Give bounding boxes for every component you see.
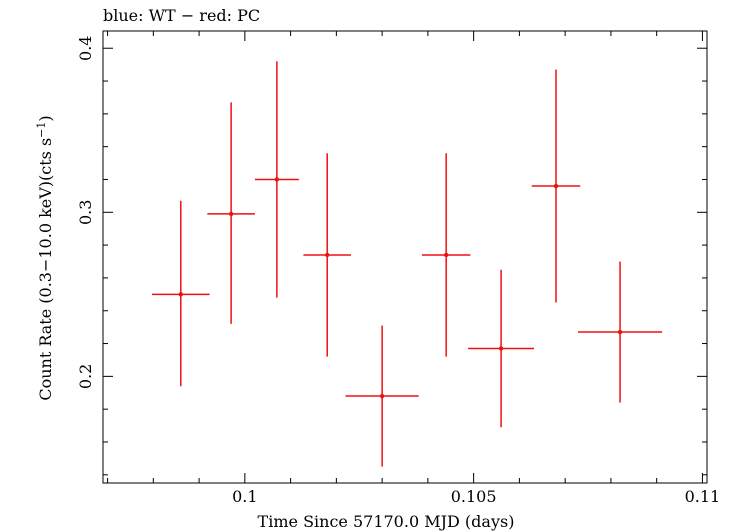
y-axis-label: Count Rate (0.3−10.0 keV)(cts s−1)	[35, 115, 55, 400]
data-point	[468, 269, 535, 428]
y-axis-label-main: Count Rate (0.3−10.0 keV)(cts s	[36, 138, 55, 401]
x-tick-label: 0.105	[451, 487, 497, 506]
data-point	[577, 261, 663, 403]
point-marker	[274, 177, 280, 182]
point-marker	[553, 183, 559, 189]
point-marker	[617, 329, 623, 335]
axis-ticks	[103, 31, 707, 483]
chart-title: blue: WT − red: PC	[103, 6, 260, 25]
data-point	[254, 61, 299, 298]
data-point	[207, 102, 255, 324]
data-points	[151, 61, 663, 467]
y-axis-label-close: )	[36, 115, 55, 121]
y-axis-label-superscript: −1	[35, 122, 48, 138]
data-point	[303, 153, 352, 357]
point-marker	[443, 252, 449, 258]
point-marker	[325, 252, 330, 258]
x-tick-label: 0.1	[232, 487, 257, 506]
point-marker	[178, 292, 183, 297]
tick-labels: 0.1 0.105 0.11 0.2 0.3 0.4	[76, 36, 720, 506]
data-point	[531, 69, 581, 303]
point-marker	[379, 393, 385, 399]
x-tick-label: 0.11	[685, 487, 721, 506]
data-point	[151, 200, 210, 387]
y-tick-label: 0.2	[76, 364, 95, 389]
point-marker	[228, 211, 234, 217]
data-point	[345, 325, 419, 467]
plot-frame	[102, 30, 708, 484]
y-tick-label: 0.4	[76, 36, 95, 61]
y-tick-label: 0.3	[76, 200, 95, 225]
data-point	[421, 153, 471, 357]
x-axis-label: Time Since 57170.0 MJD (days)	[258, 512, 515, 531]
point-marker	[498, 346, 504, 351]
